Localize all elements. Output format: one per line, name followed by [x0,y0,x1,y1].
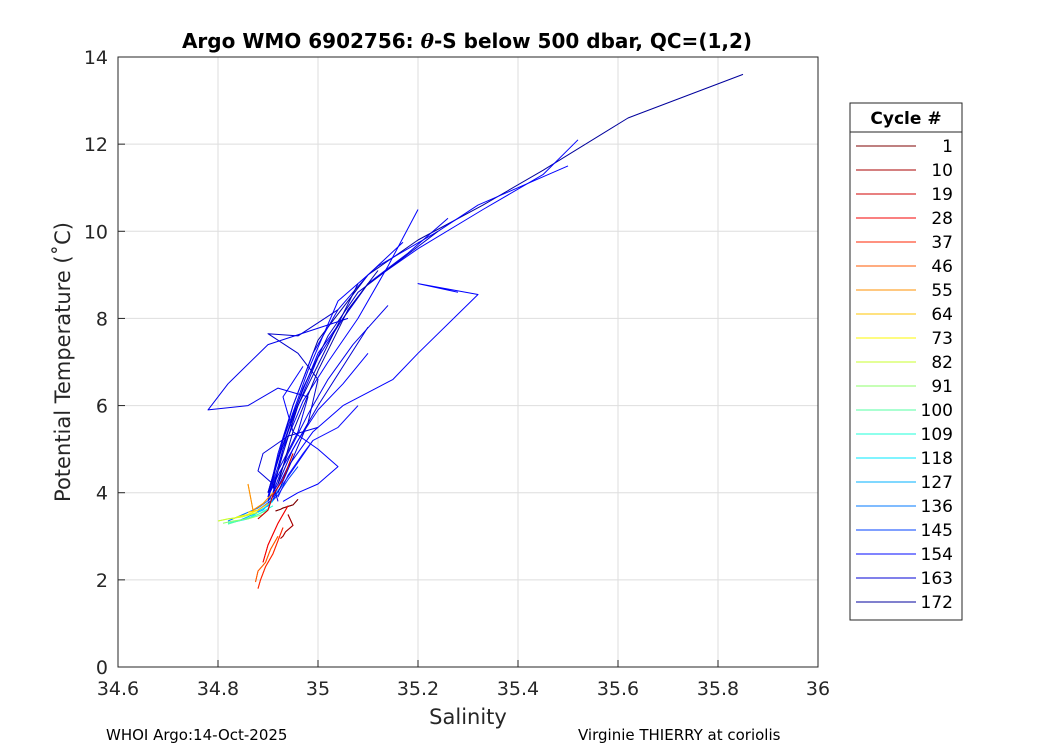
legend-entry-1: 1 [942,137,953,157]
profile-trace-16 [272,283,359,489]
legend-entry-163: 163 [921,569,953,589]
profile-trace-10 [272,305,389,493]
legend-entry-82: 82 [931,353,953,373]
profile-trace-4 [267,241,404,498]
chart-title: Argo WMO 6902756: θ-S below 500 dbar, QC… [182,29,752,53]
x-tick-label: 35.6 [597,678,639,700]
legend-entry-19: 19 [931,185,953,205]
profile-cycle-163 [267,326,369,502]
profile-trace-15 [277,270,379,485]
legend-entry-172: 172 [921,593,953,613]
profile-cycle-37-overlay [257,527,284,589]
x-tick-label: 34.6 [97,678,139,700]
legend-entry-100: 100 [921,401,953,421]
legend-entry-46: 46 [931,257,953,277]
y-tick-label: 2 [96,570,108,592]
plot-background [118,57,818,667]
legend-entry-136: 136 [921,497,953,517]
y-tick-label: 6 [96,396,108,418]
plot-area: 34.6 34.8 35 35.2 35.4 35.6 35.8 36 0 2 4 6 8 10 12 14 [84,47,830,700]
legend-entry-28: 28 [931,209,953,229]
y-tick-label: 14 [84,47,108,69]
legend-entry-127: 127 [921,473,953,493]
profile-trace-5 [267,230,439,493]
footer-right: Virginie THIERRY at coriolis [578,726,781,744]
x-tick-label: 34.8 [197,678,239,700]
y-tick-label: 10 [84,221,108,243]
legend-title: Cycle # [870,109,941,129]
profile-trace-11 [267,352,369,498]
legend-entry-37: 37 [931,233,953,253]
legend-entry-145: 145 [921,521,953,541]
x-axis-label: Salinity [429,705,507,729]
profile-trace-12 [282,366,339,502]
legend-entry-10: 10 [931,161,953,181]
legend-entry-91: 91 [931,377,953,397]
legend-entry-64: 64 [931,305,953,325]
profile-cycle-46-overlay [255,536,279,583]
legend-entry-118: 118 [921,449,953,469]
x-tick-label: 35.4 [497,678,539,700]
profile-cycle-28-overlay [262,505,289,563]
x-tick-label: 36 [806,678,830,700]
profile-trace-13 [277,405,359,498]
profile-cycle-19-overlay [257,453,294,520]
x-tick-label: 35.8 [697,678,739,700]
profile-trace-7 [272,209,419,493]
x-tick-label: 35.2 [397,678,439,700]
x-tick-label: 35 [306,678,330,700]
footer-left: WHOI Argo:14-Oct-2025 [106,726,287,744]
profile-cycle-82-overlay [217,511,259,522]
legend-entry-55: 55 [931,281,953,301]
y-tick-label: 8 [96,308,108,330]
profile-trace-6 [272,283,479,498]
profile-cycle-91 [222,514,264,524]
legend: Cycle #1 10 19 28 37 46 55 64 73 82 91 100 109 118 127… [849,102,963,621]
legend-entry-154: 154 [921,545,953,565]
plot-frame [117,56,819,668]
legend-entry-73: 73 [931,329,953,349]
profile-trace-9 [207,317,349,498]
profile-trace-8 [267,309,339,493]
legend-entry-109: 109 [921,425,953,445]
y-tick-label: 4 [96,483,108,505]
y-tick-label: 0 [96,657,108,679]
profile-cycle-10-overlay [280,514,294,539]
profile-cycle-1-overlay [275,498,299,512]
y-tick-label: 12 [84,134,108,156]
y-axis-label: Potential Temperature (˚C) [51,222,75,502]
profile-cycle-55-overlay [247,483,274,511]
